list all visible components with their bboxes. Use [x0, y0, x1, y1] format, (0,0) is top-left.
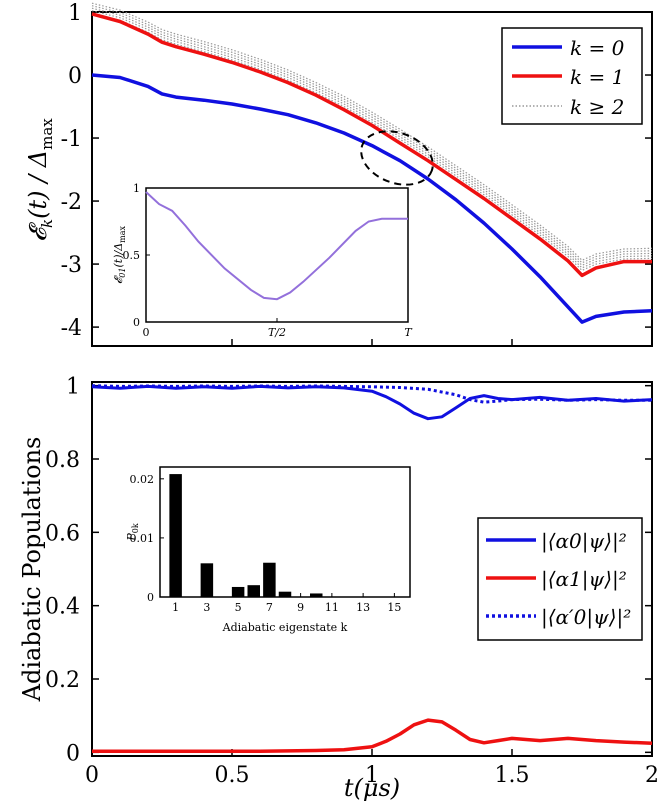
top-inset-series	[145, 191, 408, 301]
legend-label-k0: k = 0	[570, 36, 625, 60]
series-k-ge-2-line-4	[91, 2, 653, 262]
top-inset-ytick-label: 0	[133, 316, 140, 329]
bottom-xtick-label: 1	[365, 763, 379, 788]
bottom-inset-ytick-label: 0	[147, 591, 154, 604]
inset-bar-k10	[310, 593, 323, 597]
bottom-xtick-label: 0	[85, 763, 99, 788]
legend-label-alpha0: |⟨α0|ψ⟩|²	[541, 529, 627, 554]
series-k-ge-2-line	[91, 12, 653, 272]
inset-bar-k1	[169, 474, 182, 597]
top-inset-ytick-label: 1	[133, 182, 140, 195]
top-inset-frame	[145, 187, 409, 323]
bottom-ytick-label: 0	[66, 741, 80, 766]
inset-bar-k6	[247, 585, 260, 597]
legend-label-alpha0prime: |⟨α′0|ψ⟩|²	[541, 605, 631, 630]
bottom-inset-xtick-label: 3	[203, 601, 210, 614]
bottom-ytick-label: 0.6	[45, 521, 80, 546]
top-series-group	[91, 2, 653, 324]
energy-panel: 1 0 -1 -2 -3 -4 𝓔k(t) / Δmax k = 0 k = 1 k ≥ …	[24, 1, 653, 347]
bottom-axis-ticks: 10.80.60.40.200 0.5 1 1.5 2	[45, 375, 659, 788]
legend-label-k1: k = 1	[570, 65, 624, 89]
legend-label-k2: k ≥ 2	[570, 95, 624, 119]
dashed-ellipse-annotation	[360, 130, 434, 186]
series-k1-line	[91, 12, 652, 278]
legend-label-alpha1: |⟨α1|ψ⟩|²	[541, 567, 627, 592]
top-inset-gap-line	[145, 191, 408, 301]
top-ytick-label: -3	[61, 253, 82, 278]
top-ytick-label: 0	[68, 64, 82, 89]
top-ytick-label: 1	[68, 1, 82, 26]
bottom-series-group	[91, 384, 653, 753]
bottom-inset-xtick-label: 15	[387, 601, 401, 614]
population-panel: 10.80.60.40.200 0.5 1 1.5 2 Adiabatic Popula…	[18, 375, 659, 802]
bottom-inset-xtick-label: 13	[356, 601, 370, 614]
top-inset-xtick-label: 0	[143, 326, 150, 339]
top-inset-xtick-label: T/2	[268, 326, 286, 339]
series-k-ge-2-line-2	[91, 7, 653, 267]
series-alpha1-line	[92, 718, 653, 753]
bottom-xtick-label: 0.5	[215, 763, 250, 788]
inset-bar-k3	[200, 563, 214, 597]
bottom-inset-bars	[169, 474, 323, 597]
bottom-inset-ylabel: P0k	[125, 523, 140, 541]
top-inset-xtick-label: T	[404, 326, 413, 339]
inset-bar-k5	[231, 586, 245, 597]
bottom-ytick-label: 0.2	[45, 668, 80, 693]
bottom-inset-ytick-label: 0.01	[130, 532, 155, 545]
inset-bar-k7	[263, 562, 276, 597]
bottom-xtick-label: 2	[645, 763, 659, 788]
bottom-inset-xtick-label: 1	[172, 601, 179, 614]
top-inset-ylabel: 𝓔01(t)/Δmax	[112, 226, 127, 285]
bottom-inset-xtick-label: 9	[297, 601, 304, 614]
bottom-inset-ytick-label: 0.02	[130, 473, 155, 486]
top-axis-ticks: 1 0 -1 -2 -3 -4	[61, 1, 653, 346]
bottom-inset-xtick-label: 5	[235, 601, 242, 614]
top-ytick-label: -4	[61, 316, 82, 341]
bottom-xlabel: t(μs)	[344, 774, 400, 802]
series-k-ge-2-line-3	[91, 5, 653, 264]
bottom-inset-xlabel: Adiabatic eigenstate k	[222, 621, 348, 634]
bottom-xtick-label: 1.5	[495, 763, 530, 788]
top-ylabel: 𝓔k(t) / Δmax	[24, 118, 56, 242]
top-ytick-label: -1	[61, 127, 82, 152]
bottom-ylabel: Adiabatic Populations	[18, 437, 46, 703]
bottom-inset-xtick-label: 7	[266, 601, 273, 614]
series-k-ge-2-line-1	[91, 10, 653, 269]
bottom-ytick-label: 0.8	[45, 448, 80, 473]
top-inset-ticks: 1 0.5 00 T/2 T	[123, 182, 414, 339]
top-inset-ytick-label: 0.5	[123, 249, 141, 262]
bottom-inset-frame	[159, 466, 411, 598]
bottom-legend: |⟨α0|ψ⟩|² |⟨α1|ψ⟩|² |⟨α′0|ψ⟩|²	[477, 517, 643, 641]
bottom-ytick-label: 0.4	[45, 595, 80, 620]
bottom-inset-xtick-label: 11	[325, 601, 339, 614]
bottom-ytick-label: 1	[66, 375, 80, 400]
top-legend: k = 0 k = 1 k ≥ 2	[501, 27, 643, 125]
series-alpha0prime-line	[91, 384, 652, 404]
series-k0-line	[91, 73, 653, 324]
top-inset: 1 0.5 00 T/2 T 𝓔01(t)/Δmax	[112, 182, 413, 339]
inset-bar-k8	[278, 591, 292, 597]
top-ytick-label: -2	[61, 190, 82, 215]
